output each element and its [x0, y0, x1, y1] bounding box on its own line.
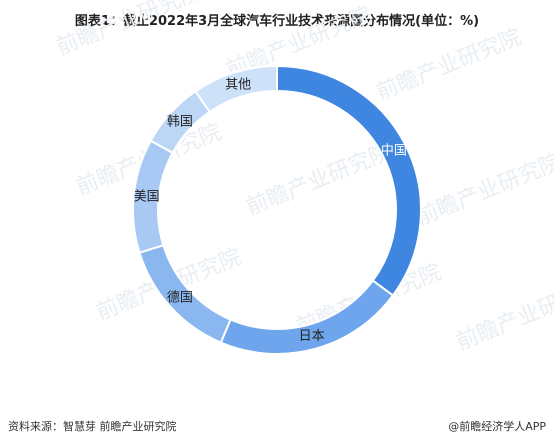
watermark-text: 前瞻产业研究院 — [243, 140, 395, 221]
watermark-text: 前瞻产业研究院 — [413, 150, 554, 231]
slice-label: 美国 — [134, 189, 160, 204]
watermark-text: 前瞻产业研究院 — [53, 0, 205, 61]
source-note: 资料来源：智慧芽 前瞻产业研究院 — [8, 420, 177, 433]
watermark-text: 前瞻产业研究院 — [453, 275, 554, 356]
donut-slices — [132, 64, 422, 355]
slice-label: 日本 — [299, 329, 325, 344]
watermark-text: 前瞻产业研究院 — [373, 25, 525, 106]
slice-label: 德国 — [167, 290, 193, 305]
brand-credit: @前瞻经济学人APP — [448, 420, 546, 433]
chart-title: 图表1：截止2022年3月全球汽车行业技术来源国分布情况(单位：%) — [74, 14, 480, 29]
slice-label: 韩国 — [167, 115, 193, 130]
slice-label: 中国 — [381, 143, 407, 158]
donut-slice — [194, 64, 278, 114]
slice-label: 其他 — [225, 77, 251, 92]
